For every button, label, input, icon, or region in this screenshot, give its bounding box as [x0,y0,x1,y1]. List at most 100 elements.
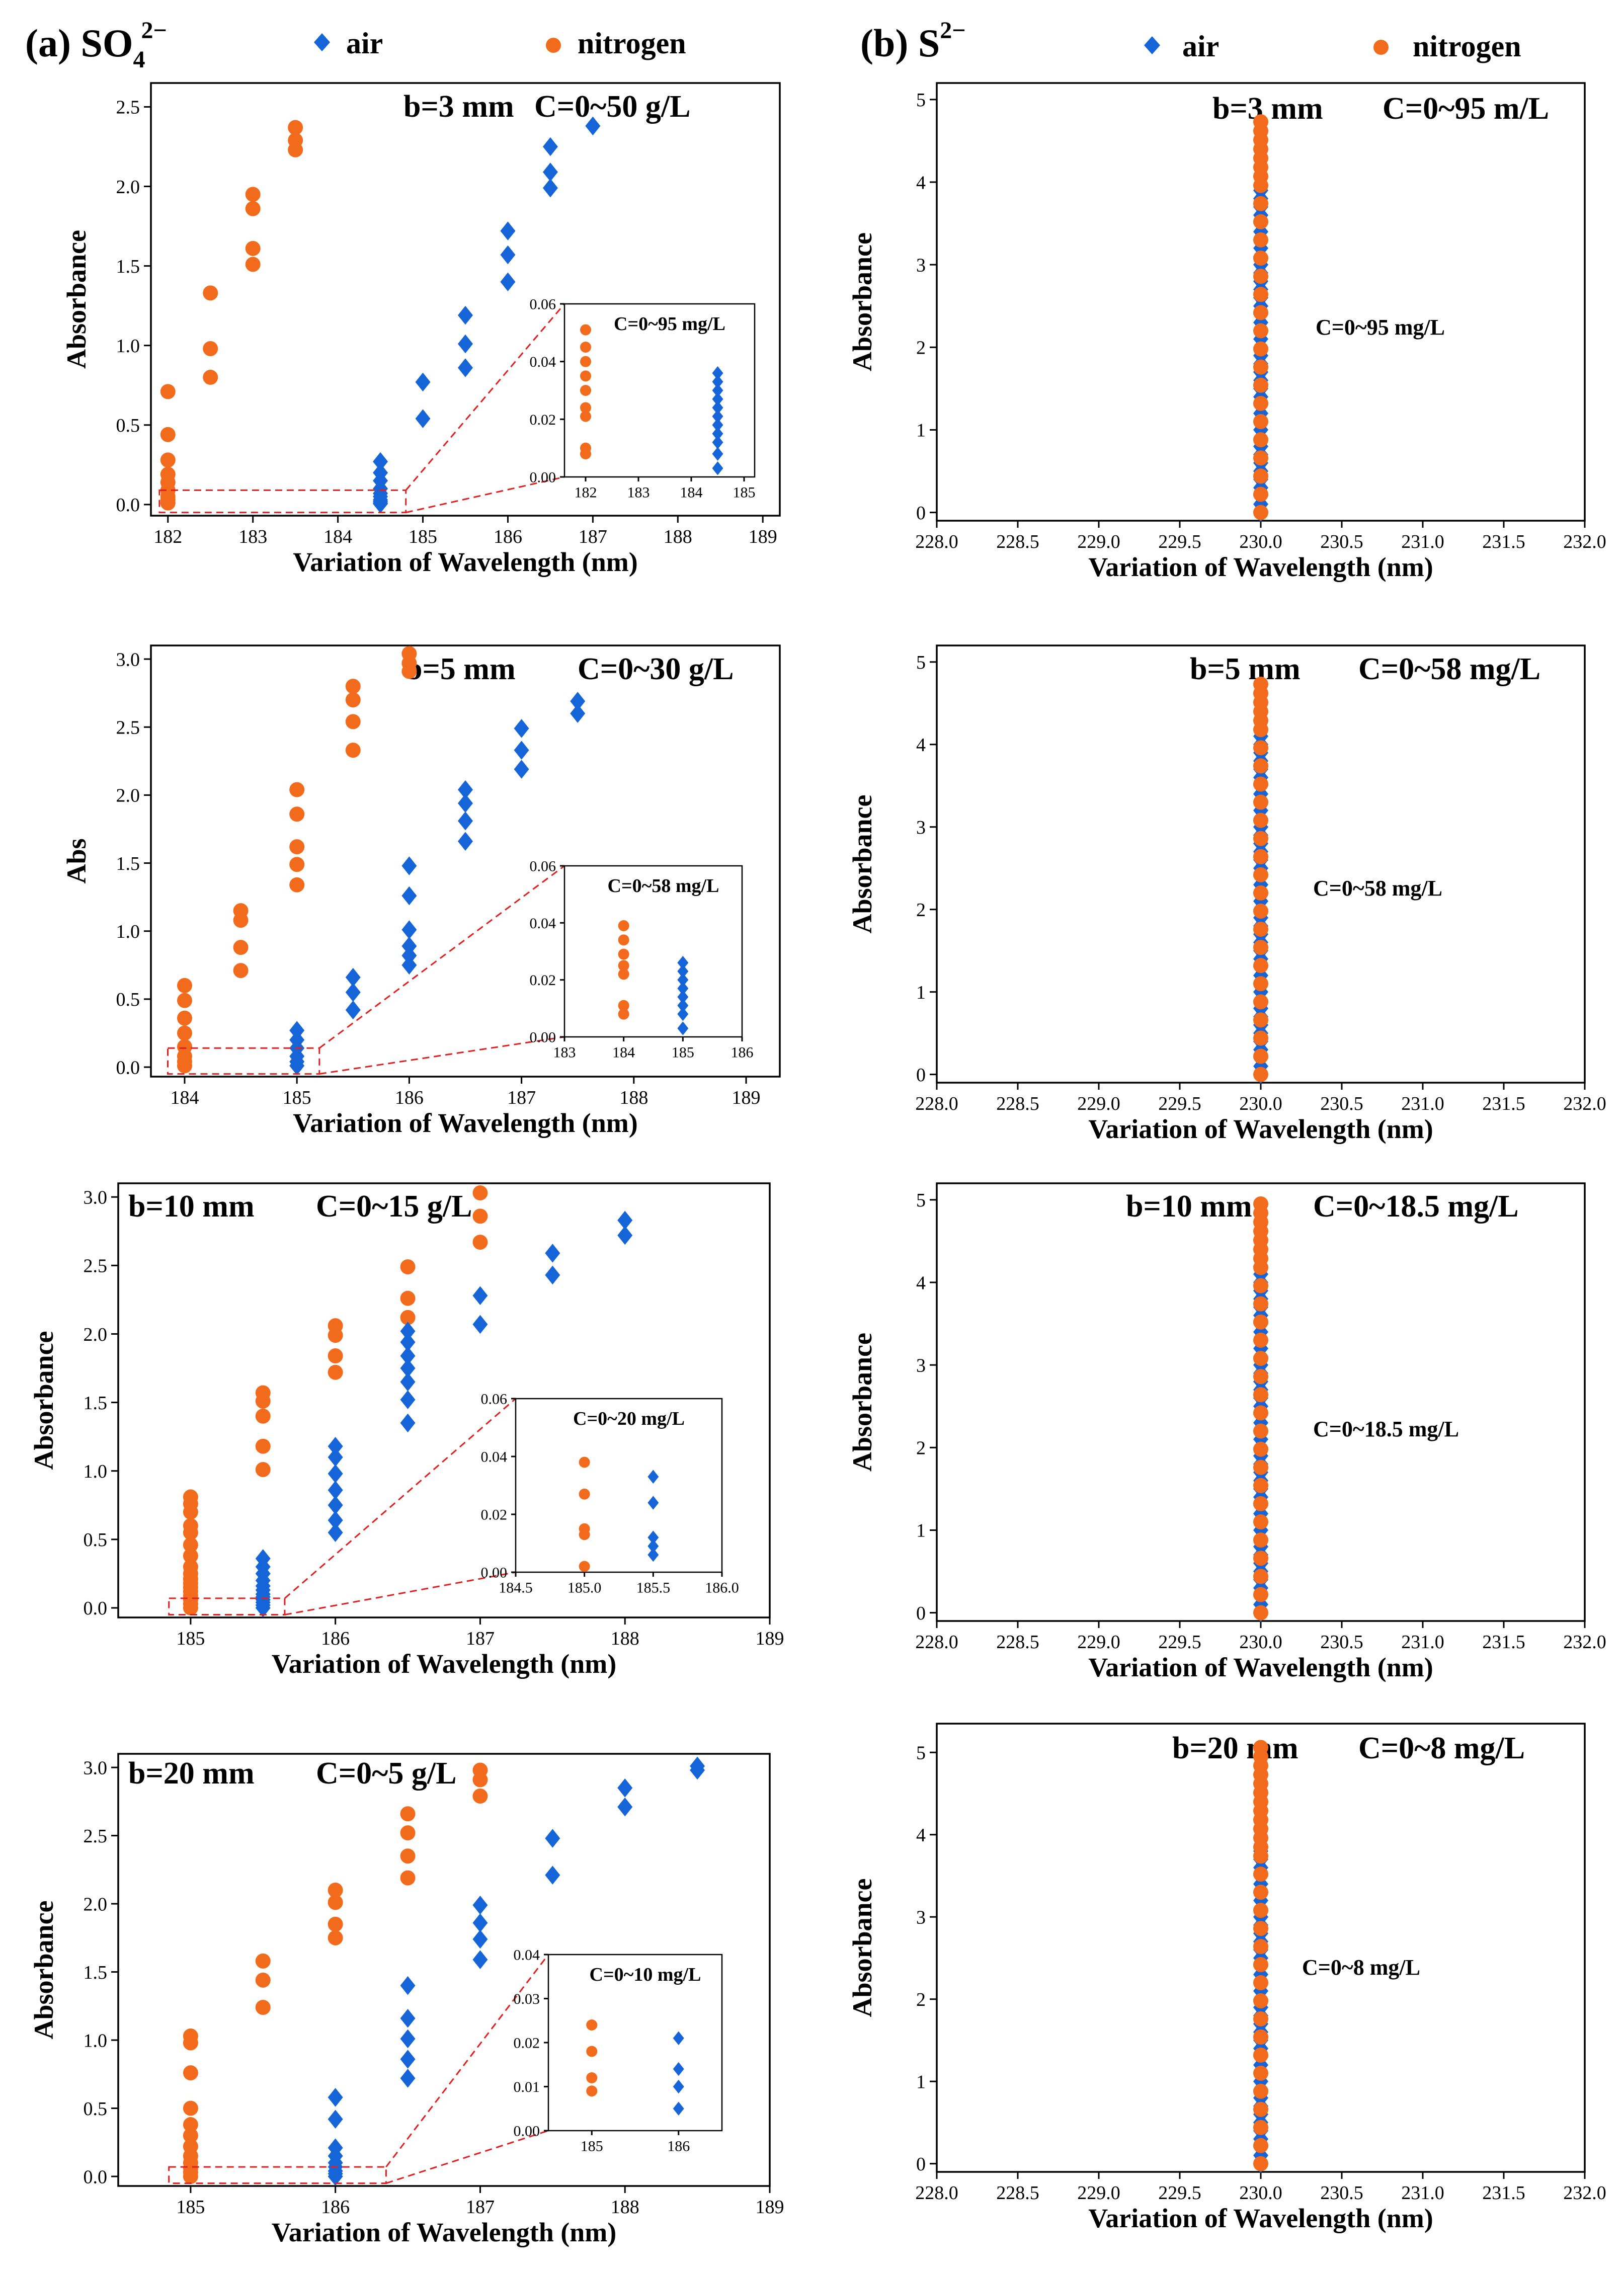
b4-nitrogen-point [1253,1957,1268,1973]
a1-nitrogen-point [203,341,218,357]
a2-inset-ytick-label: 0.04 [530,915,556,932]
a1-air-point [458,305,473,325]
a1-ylabel: Absorbance [61,230,92,369]
a1-nitrogen-point [160,452,176,468]
a3-xtick-label: 186 [321,1628,350,1649]
a3-nitrogen-point [183,1548,198,1564]
a4-inset-annotation: C=0~10 mg/L [590,1964,701,1985]
a2-nitrogen-point [177,1010,192,1026]
a1-inset-air-point [712,400,723,415]
a3-ytick-label: 2.0 [84,1324,108,1345]
a1-ytick-label: 1.5 [116,256,140,277]
a4-air-point [400,2008,416,2028]
b4-xtick-label: 231.5 [1482,2182,1525,2204]
a2-inset-air-point [677,981,689,996]
b2-ytick-label: 2 [916,900,926,921]
b2-nitrogen-point [1253,813,1268,828]
b4-ytick-label: 4 [916,1825,926,1846]
b1-xtick-label: 228.5 [996,531,1039,552]
b4-xlabel: Variation of Wavelength (nm) [1088,2203,1433,2233]
a4-nitrogen-point [255,1972,271,1988]
a1-inset-nitrogen-point [580,411,591,422]
a4-inset-bg [548,1955,722,2131]
a3-air-point [400,1390,416,1409]
a3-nitrogen-point [255,1408,271,1424]
a1-inset-air-point [712,435,723,449]
b3-nitrogen-point [1253,1587,1268,1602]
a1-inset-ytick-label: 0.00 [530,469,556,486]
a3-nitrogen-point [183,1559,198,1575]
a2-inset-nitrogen-point [618,948,629,960]
b4-ytick-label: 1 [916,2071,926,2092]
a1-inset-ytick-label: 0.02 [530,412,556,428]
a3-inset-nitrogen-point [579,1523,590,1534]
a2-inset-nitrogen-point [618,1000,629,1011]
a4-inset-air-point [673,2079,684,2094]
a4-xtick-label: 188 [611,2197,639,2218]
a4-nitrogen-point [183,2128,198,2143]
b1-xtick-label: 230.0 [1239,531,1282,552]
b4-xtick-label: 231.0 [1401,2182,1444,2204]
a2-air-point [401,936,417,956]
a3-inset-nitrogen-point [579,1456,590,1468]
a3-zoom-line-top [284,1398,516,1599]
a3-ytick-label: 1.0 [84,1461,108,1482]
a1-xtick-label: 188 [664,526,692,547]
b1-nitrogen-point [1253,232,1268,248]
a3-inset-air-point [647,1470,659,1484]
legend-air-label-a: air [346,27,383,60]
b2-nitrogen-point [1253,849,1268,864]
a4-inset-ytick-label: 0.03 [514,1991,540,2007]
a2-nitrogen-point [289,806,305,822]
b3-nitrogen-point [1253,1441,1268,1457]
b3-nitrogen-point [1253,1296,1268,1312]
b3-ytick-label: 2 [916,1438,926,1459]
a1-inset-nitrogen-point [580,342,591,353]
a1-inset-xtick-label: 185 [733,484,756,501]
b1-ytick-label: 5 [916,90,926,111]
a1-inset-nitrogen-point [580,370,591,382]
a3-air-point [328,1436,343,1456]
a4-inset-ytick-label: 0.04 [514,1947,540,1964]
a3-nitrogen-point [472,1185,488,1201]
a2-air-point [458,811,473,831]
a3-inset-ytick-label: 0.02 [481,1507,508,1523]
b1-xtick-label: 230.5 [1320,531,1363,552]
legend-nitrogen-marker-b [1373,40,1389,55]
b2-nitrogen-point [1253,1067,1268,1082]
a2-inset-ytick-label: 0.00 [530,1029,556,1046]
b1-nitrogen-point [1253,287,1268,302]
chart-a1: 182 183 184 185 186 187 188 189 0.0 0.5 1.0 1.5 2.0 2… [61,82,781,577]
a3-inset-air-point [647,1548,659,1562]
a4-zoom-line-top [385,1954,549,2167]
legend-air-marker-b [1144,36,1160,54]
b3-ytick-label: 3 [916,1355,926,1376]
a4-xtick-label: 189 [756,2197,784,2218]
a3-inset-xtick-label: 185.5 [636,1580,671,1596]
a3-air-point [400,1322,416,1341]
a1-inset-nitrogen-point [580,402,591,414]
a3-nitrogen-point [255,1438,271,1454]
a2-nitrogen-point [289,877,305,893]
a4-air-point [472,1929,488,1949]
b2-nitrogen-point [1253,776,1268,792]
a1-xtick-label: 182 [153,526,182,547]
b2-nitrogen-point [1253,994,1268,1010]
a1-nitrogen-point [160,466,176,482]
b2-nitrogen-point [1253,1030,1268,1046]
a4-xtick-label: 186 [321,2197,350,2218]
a2-inset-nitrogen-point [618,934,629,946]
b1-ytick-label: 4 [916,172,926,193]
b4-nitrogen-point [1253,1867,1268,1882]
a4-annotation-c: C=0~5 g/L [316,1756,456,1791]
a1-nitrogen-point [203,285,218,301]
b1-ytick-label: 2 [916,338,926,359]
a4-inset-ytick-label: 0.00 [514,2123,540,2140]
a2-air-point [401,886,417,906]
a3-nitrogen-point [183,1537,198,1553]
a3-air-point [400,1372,416,1392]
b4-xtick-label: 228.5 [996,2182,1039,2204]
a3-nitrogen-point [255,1462,271,1477]
a3-xtick-label: 185 [176,1628,205,1649]
a3-nitrogen-point [400,1259,416,1275]
